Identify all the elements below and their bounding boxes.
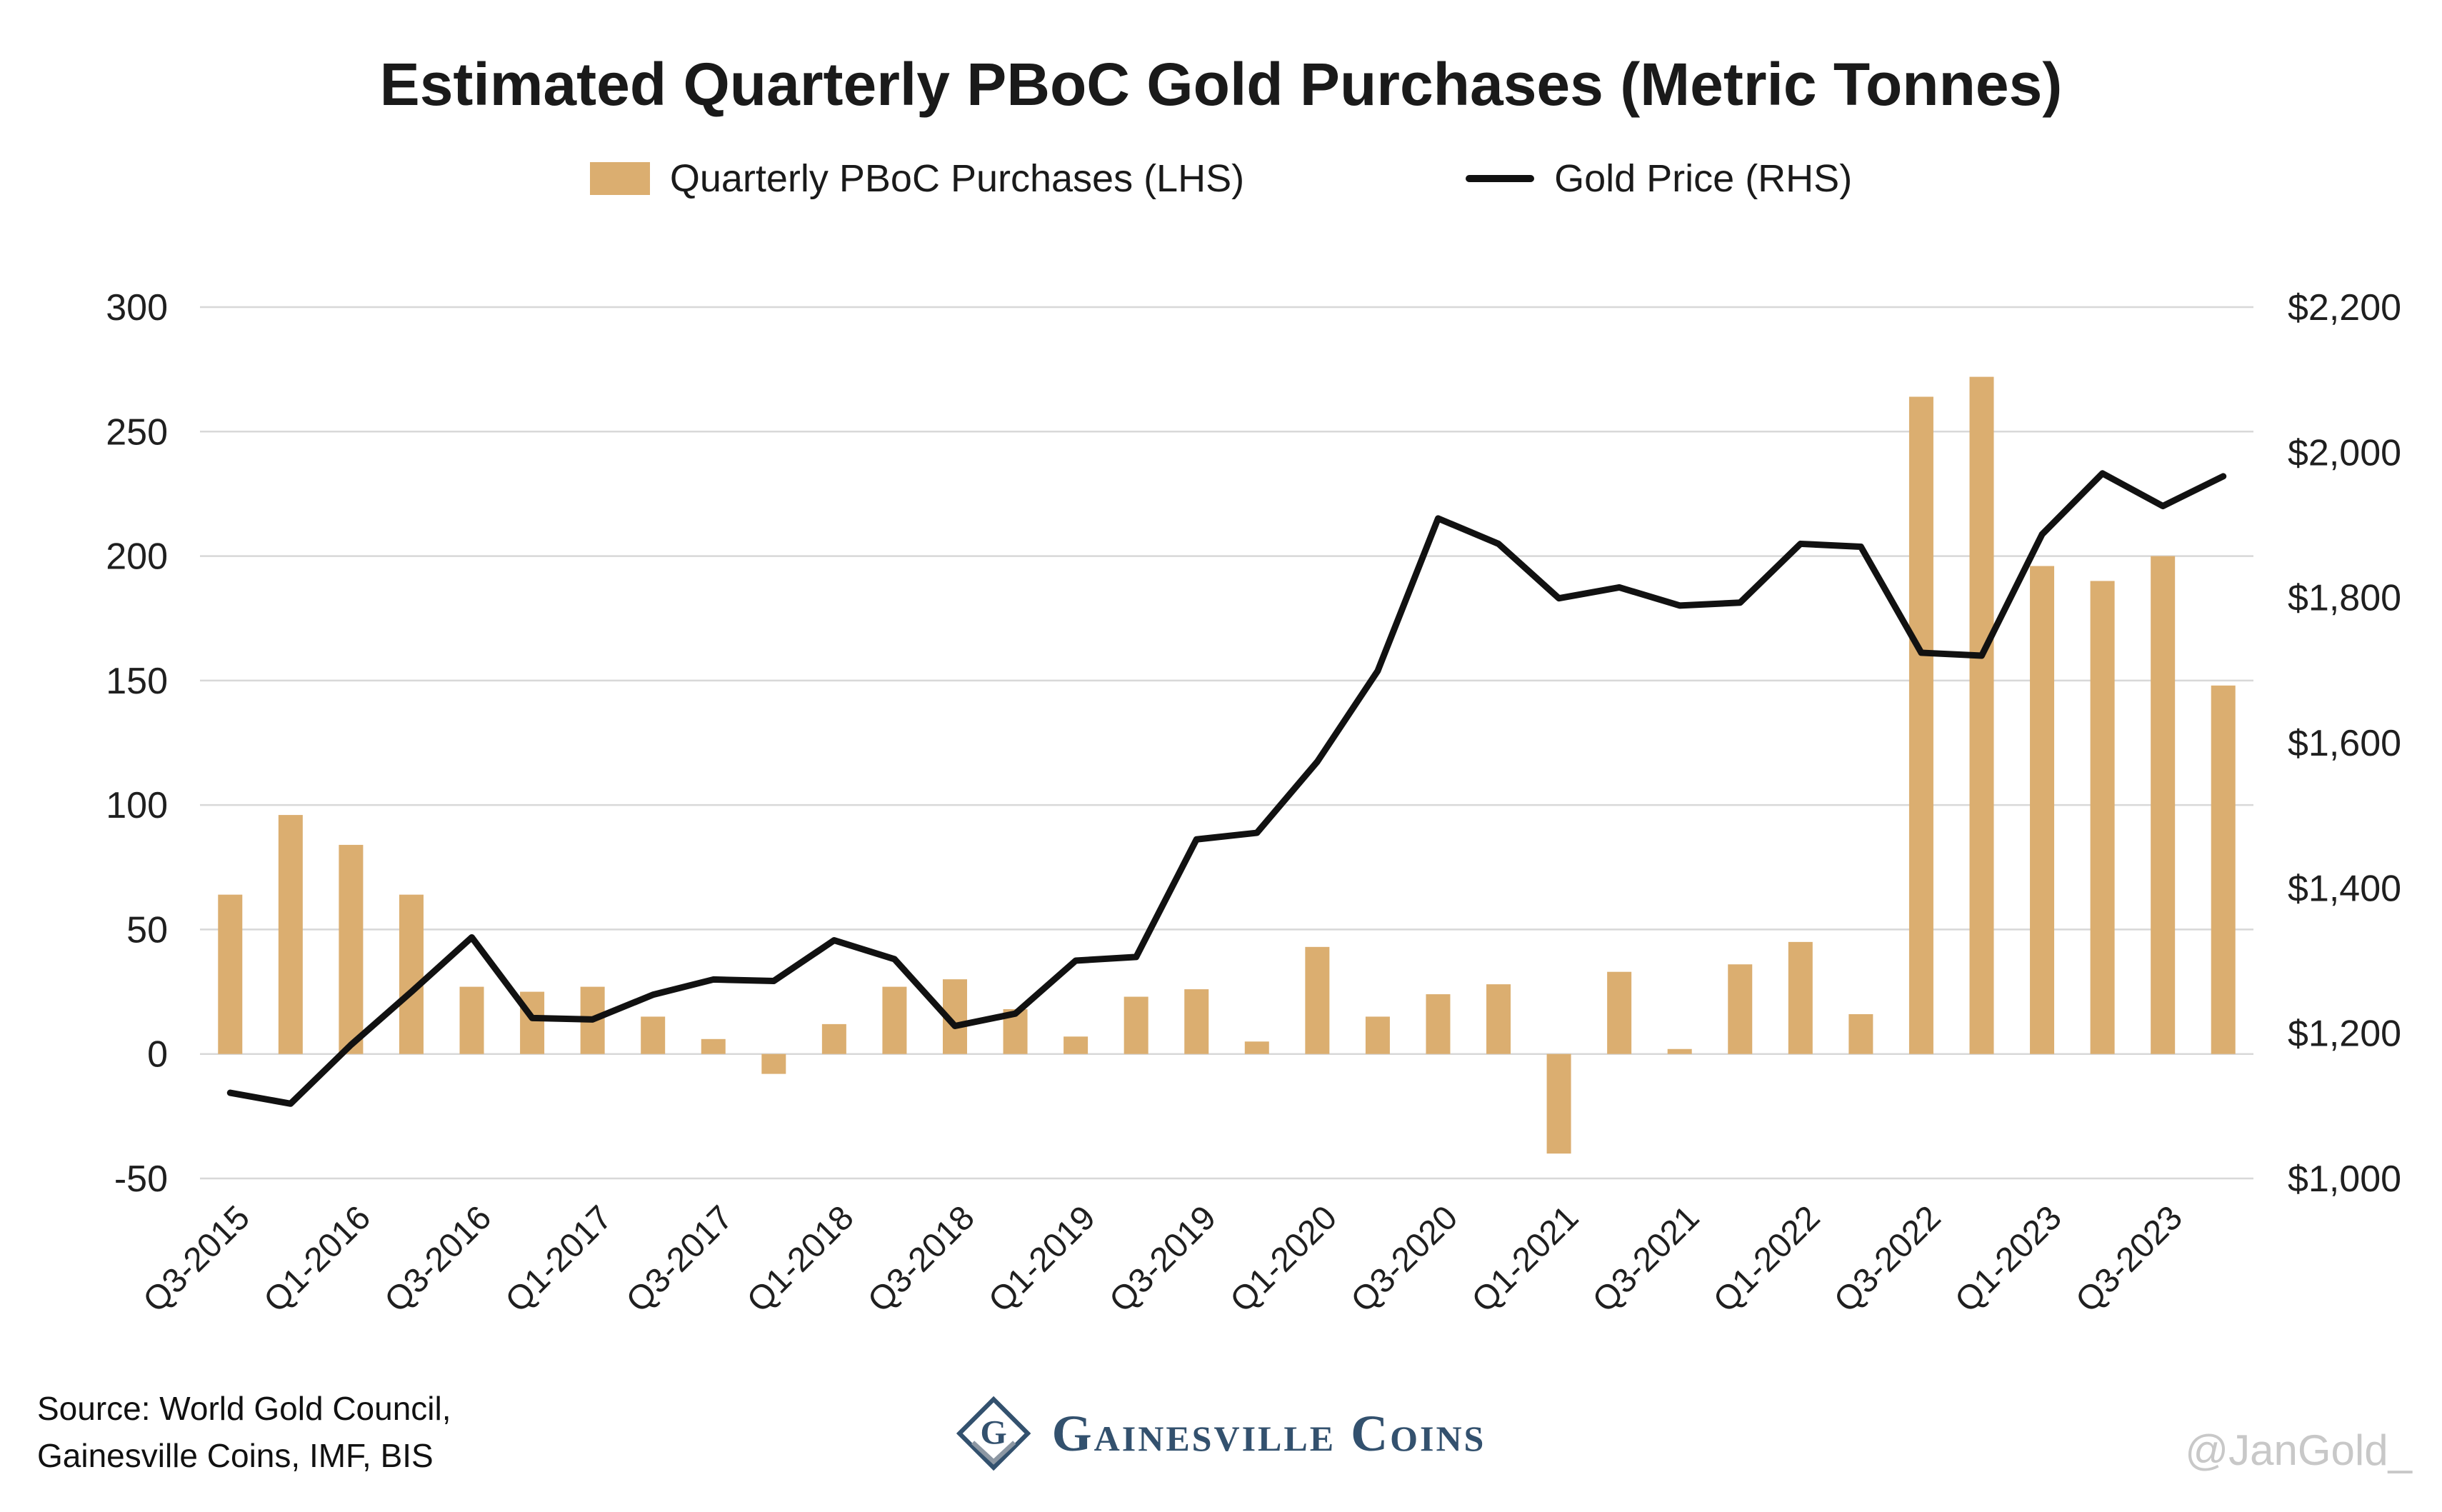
brand-name: Gainesville Coins (1051, 1404, 1486, 1462)
legend: Quarterly PBoC Purchases (LHS) Gold Pric… (0, 156, 2442, 201)
pboc-purchases-bar (399, 894, 424, 1054)
right-axis-tick-label: $1,400 (2288, 868, 2401, 909)
left-axis-tick-label: 300 (106, 287, 168, 329)
pboc-purchases-bar (278, 815, 303, 1054)
pboc-purchases-bar (1607, 971, 1632, 1054)
pboc-purchases-bar (1667, 1048, 1692, 1054)
x-axis-tick-label: Q3-2018 (861, 1198, 982, 1320)
pboc-purchases-bar (1184, 989, 1209, 1054)
x-axis-tick-label: Q1-2019 (981, 1198, 1103, 1320)
pboc-purchases-bar (1848, 1013, 1873, 1054)
source-line-2: Gainesville Coins, IMF, BIS (37, 1436, 434, 1474)
pboc-purchases-bar (641, 1016, 666, 1054)
x-axis-tick-label: Q3-2017 (619, 1198, 741, 1320)
pboc-purchases-bar (761, 1053, 786, 1074)
left-axis-tick-label: 200 (106, 536, 168, 578)
x-axis-tick-label: Q1-2020 (1223, 1198, 1345, 1320)
pboc-purchases-bar (459, 986, 484, 1054)
source-note: Source: World Gold Council, Gainesville … (37, 1386, 451, 1479)
line-series-label: Gold Price (RHS) (1554, 157, 1853, 200)
legend-item-bars: Quarterly PBoC Purchases (LHS) (589, 156, 1245, 201)
x-axis-tick-label: Q3-2021 (1586, 1198, 1707, 1320)
pboc-purchases-bar (1546, 1053, 1571, 1154)
pboc-purchases-bar (520, 991, 545, 1054)
pboc-purchases-bar (2211, 685, 2236, 1054)
pboc-purchases-bar (2090, 581, 2115, 1054)
pboc-purchases-bar (2030, 566, 2055, 1054)
right-axis-tick-label: $1,000 (2288, 1158, 2401, 1200)
left-axis-tick-label: 100 (106, 785, 168, 826)
legend-item-line: Gold Price (RHS) (1466, 156, 1852, 201)
right-axis-tick-label: $1,600 (2288, 723, 2401, 764)
logo-letter: G (980, 1414, 1006, 1452)
pboc-purchases-bar (1788, 941, 1813, 1054)
pboc-purchases-bar (1908, 396, 1933, 1054)
bar-series-label: Quarterly PBoC Purchases (LHS) (669, 157, 1245, 200)
combo-chart: 300 250 200 150 100 50 0 -50 $2,200 $2,000 $1,800 $… (106, 287, 2401, 1320)
bar-series-swatch-icon (589, 162, 650, 195)
pboc-purchases-bar (701, 1038, 726, 1054)
pboc-purchases-bar (1486, 984, 1511, 1054)
pboc-purchases-bar (1365, 1016, 1390, 1054)
x-axis-tick-label: Q3-2020 (1344, 1198, 1466, 1320)
left-axis-tick-label: 50 (126, 909, 168, 951)
x-axis-tick-label: Q3-2016 (378, 1198, 499, 1320)
gainesville-coins-logo-icon: G (956, 1396, 1031, 1471)
twitter-handle: @JanGold_ (2185, 1426, 2412, 1474)
pboc-purchases-bar (1426, 994, 1451, 1054)
x-axis-tick-label: Q1-2021 (1465, 1198, 1586, 1320)
right-axis-tick-label: $2,200 (2288, 287, 2401, 329)
brand: G Gainesville Coins (956, 1396, 1486, 1471)
left-axis-tick-label: 0 (147, 1034, 168, 1076)
x-axis-tick-label: Q3-2019 (1102, 1198, 1223, 1320)
right-axis-tick-label: $1,200 (2288, 1013, 2401, 1055)
gold-price-line (226, 470, 2227, 1107)
pboc-purchases-bar (1305, 946, 1330, 1054)
x-axis-tick-label: Q1-2016 (257, 1198, 379, 1320)
pboc-purchases-bar (1244, 1041, 1269, 1054)
pboc-purchases-bar (218, 894, 243, 1054)
pboc-purchases-bar (1124, 996, 1149, 1054)
chart-title: Estimated Quarterly PBoC Gold Purchases … (379, 51, 2063, 118)
pboc-purchases-bar (1969, 376, 1994, 1054)
x-axis-tick-label: Q3-2023 (2068, 1198, 2190, 1320)
left-axis-tick-label: 150 (106, 661, 168, 702)
x-axis-tick-label: Q1-2017 (499, 1198, 620, 1320)
x-axis-tick-label: Q3-2015 (136, 1198, 257, 1320)
pboc-purchases-bar (1728, 964, 1753, 1054)
pboc-purchases-bar (882, 986, 907, 1054)
line-series-swatch-icon (1466, 175, 1535, 182)
x-axis-tick-label: Q1-2022 (1706, 1198, 1828, 1320)
pboc-purchases-bar (339, 844, 364, 1054)
left-axis-tick-label: 250 (106, 411, 168, 453)
right-axis-tick-label: $1,800 (2288, 578, 2401, 619)
pboc-purchases-bar (2151, 556, 2176, 1054)
right-axis-tick-label: $2,000 (2288, 432, 2401, 474)
x-axis-tick-label: Q1-2018 (740, 1198, 861, 1320)
x-axis-tick-label: Q3-2022 (1827, 1198, 1948, 1320)
pboc-purchases-bar (821, 1023, 846, 1054)
source-line-1: Source: World Gold Council, (37, 1390, 451, 1428)
x-axis-tick-label: Q1-2023 (1948, 1198, 2069, 1320)
left-axis-tick-label: -50 (114, 1158, 168, 1200)
pboc-purchases-bar (1064, 1036, 1089, 1054)
